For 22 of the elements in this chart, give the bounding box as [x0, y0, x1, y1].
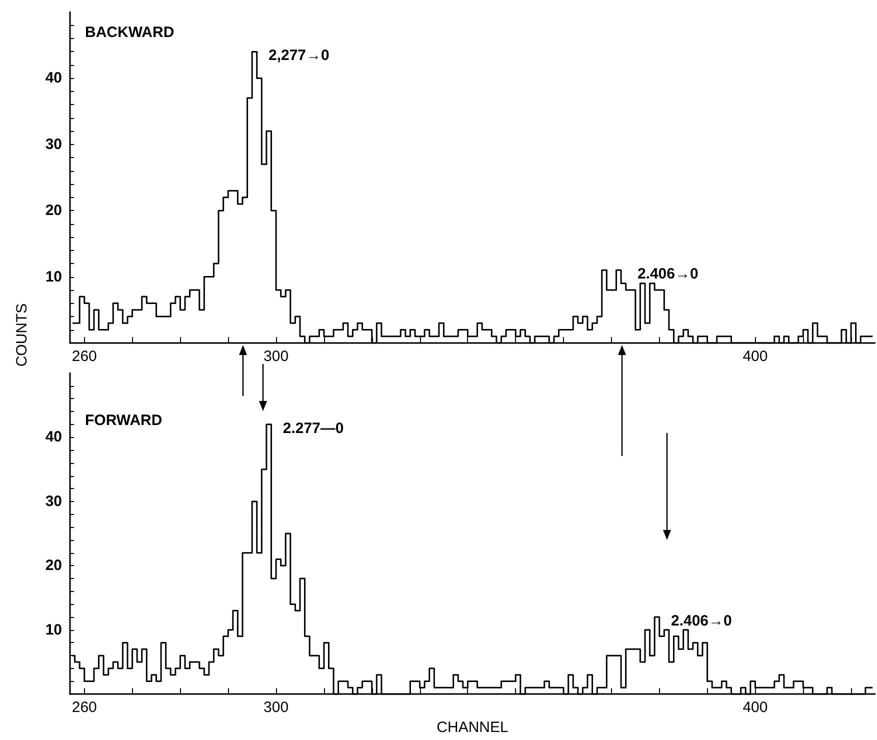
x-tick-label: 400	[742, 699, 768, 716]
x-tick-label: 300	[264, 699, 289, 716]
y-tick-label: 40	[45, 428, 62, 446]
x-tick-label: 260	[72, 699, 97, 716]
text: BACKWARD	[85, 24, 174, 41]
y-tick-label: 30	[45, 136, 62, 153]
y-tick-label: 40	[45, 70, 62, 87]
y-tick-label: 10	[45, 621, 62, 638]
y-axis-title: COUNTS	[14, 303, 30, 367]
x-axis-title: CHANNEL	[436, 719, 508, 736]
annotation: 2.406→0	[637, 266, 698, 283]
y-tick-label: 30	[45, 492, 62, 510]
annotation: 2,277→0	[268, 47, 330, 64]
x-tick-label: 300	[264, 348, 289, 365]
y-tick-label: 10	[45, 268, 62, 286]
y-tick-label: 20	[45, 557, 62, 574]
annotation: 2.406→0	[670, 612, 732, 630]
annotation: 2.277—0	[282, 420, 344, 437]
text: FORWARD	[85, 412, 162, 429]
x-tick-label: 400	[742, 348, 768, 365]
y-tick-label: 20	[45, 202, 62, 220]
x-tick-label: 260	[72, 348, 97, 365]
